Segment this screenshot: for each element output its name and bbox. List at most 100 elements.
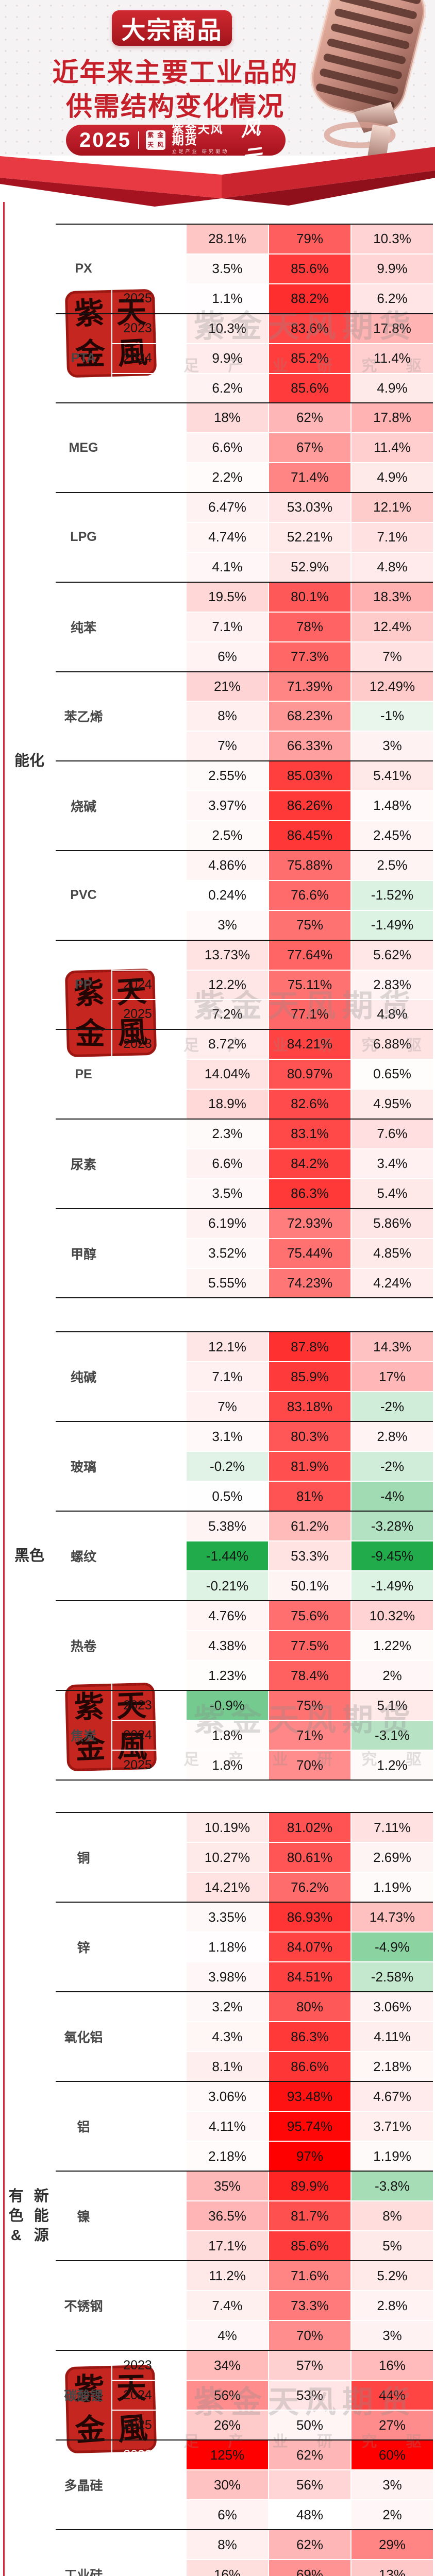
heatmap-cell: 17.1% bbox=[187, 2231, 268, 2261]
heatmap-cell: 81.9% bbox=[269, 1451, 350, 1481]
heatmap-cell: 57% bbox=[269, 2350, 350, 2380]
row-separator-line bbox=[111, 2111, 433, 2112]
year-cell: 2023 bbox=[111, 224, 164, 254]
heatmap-cell: 5.55% bbox=[187, 1268, 268, 1298]
group-separator-line bbox=[56, 1600, 433, 1601]
year-cell: 2023 bbox=[111, 672, 164, 702]
infographic-canvas: 大宗商品 近年来主要工业品的 供需结构变化情况 2025 紫金天风 紫金天风期货… bbox=[0, 0, 435, 2576]
heatmap-cell: -0.2% bbox=[187, 1451, 268, 1481]
year-cell: 2025 bbox=[111, 1392, 164, 1421]
row-separator-line bbox=[111, 1872, 433, 1873]
year-cell: 2023 bbox=[111, 2350, 164, 2380]
product-label-PTA: PTA bbox=[56, 314, 111, 403]
row-separator-line bbox=[111, 2200, 433, 2201]
product-label-热卷: 热卷 bbox=[56, 1601, 111, 1690]
heatmap-cell: 3.98% bbox=[187, 1962, 268, 1992]
heatmap-cell: -2.58% bbox=[352, 1962, 433, 1992]
heatmap-cell: 72.93% bbox=[269, 1209, 350, 1239]
heatmap-cell: 1.23% bbox=[187, 1660, 268, 1690]
row-separator-line bbox=[111, 1660, 433, 1661]
product-label-多晶硅: 多晶硅 bbox=[56, 2440, 111, 2530]
row-separator-line bbox=[111, 910, 433, 911]
heatmap-cell: 4.9% bbox=[352, 463, 433, 493]
grid-vline bbox=[111, 1332, 112, 1780]
row-separator-line bbox=[111, 2410, 433, 2411]
year-cell: 2024 bbox=[111, 1842, 164, 1872]
heatmap-cell: 93.48% bbox=[269, 2081, 350, 2111]
heatmap-cell: 4.86% bbox=[187, 851, 268, 880]
category-label-黑色: 黑色 bbox=[4, 1332, 55, 1780]
row-separator-line bbox=[111, 1750, 433, 1751]
heatmap-cell: 97% bbox=[269, 2141, 350, 2171]
product-label-镍: 镍 bbox=[56, 2171, 111, 2261]
heatmap-cell: 87.8% bbox=[269, 1332, 350, 1362]
year-cell: 2023 bbox=[111, 1511, 164, 1541]
heatmap-cell: 86.3% bbox=[269, 1179, 350, 1209]
heatmap-cell: 3.5% bbox=[187, 1179, 268, 1209]
year-cell: 2023 bbox=[111, 1601, 164, 1631]
heatmap-cell: -2% bbox=[352, 1451, 433, 1481]
heatmap-cell: 62% bbox=[269, 2530, 350, 2560]
title-line-2: 供需结构变化情况 bbox=[31, 90, 320, 124]
group-separator-line bbox=[56, 2081, 433, 2082]
heatmap-cell: -4% bbox=[352, 1481, 433, 1511]
year-cell: 2025 bbox=[111, 1571, 164, 1601]
heatmap-cell: 14.3% bbox=[352, 1332, 433, 1362]
heatmap-cell: 12.1% bbox=[352, 493, 433, 522]
heatmap-cell: 83.18% bbox=[269, 1392, 350, 1421]
row-separator-line bbox=[111, 2499, 433, 2500]
year-cell: 2023 bbox=[111, 582, 164, 612]
heatmap-cell: 3.06% bbox=[187, 2081, 268, 2111]
year-cell: 2024 bbox=[111, 1362, 164, 1392]
heatmap-cell: 6.6% bbox=[187, 1149, 268, 1179]
heatmap-cell: 70% bbox=[269, 2320, 350, 2350]
row-separator-line bbox=[111, 1238, 433, 1239]
year-cell: 2023 bbox=[111, 1812, 164, 1842]
row-separator-line bbox=[111, 1268, 433, 1269]
watermark-brand-text: 紫金天风期货 bbox=[175, 1695, 435, 1740]
year-cell: 2025 bbox=[111, 1179, 164, 1209]
year-cell: 2023 bbox=[111, 1421, 164, 1451]
heatmap-cell: 19.5% bbox=[187, 582, 268, 612]
heatmap-cell: 83.1% bbox=[269, 1119, 350, 1149]
heatmap-cell: 56% bbox=[269, 2470, 350, 2500]
product-label-LPG: LPG bbox=[56, 493, 111, 582]
heatmap-cell: 5.2% bbox=[352, 2261, 433, 2291]
row-separator-line bbox=[111, 1391, 433, 1392]
heatmap-cell: 36.5% bbox=[187, 2201, 268, 2231]
year-cell: 2024 bbox=[111, 1451, 164, 1481]
group-separator-line bbox=[56, 2260, 433, 2261]
year-cell: 2023 bbox=[111, 2171, 164, 2201]
heatmap-cell: 74.23% bbox=[269, 1268, 350, 1298]
heatmap-cell: 7% bbox=[352, 642, 433, 672]
year-cell: 2025 bbox=[111, 1268, 164, 1298]
group-separator-line bbox=[56, 1118, 433, 1120]
row-separator-line bbox=[111, 522, 433, 523]
year-cell: 2025 bbox=[111, 1660, 164, 1690]
group-separator-line bbox=[56, 2529, 433, 2530]
group-separator-line bbox=[56, 2350, 433, 2351]
heatmap-cell: 81.02% bbox=[269, 1812, 350, 1842]
row-separator-line bbox=[111, 432, 433, 433]
row-separator-line bbox=[111, 552, 433, 553]
year-cell: 2024 bbox=[111, 791, 164, 821]
heatmap-cell: 7.6% bbox=[352, 1119, 433, 1149]
year-cell: 2024 bbox=[111, 1541, 164, 1571]
heatmap-cell: -0.21% bbox=[187, 1571, 268, 1601]
heatmap-cell: 75.44% bbox=[269, 1239, 350, 1268]
year-cell: 2023 bbox=[111, 2081, 164, 2111]
heatmap-cell: 3.97% bbox=[187, 791, 268, 821]
product-label-锌: 锌 bbox=[56, 1902, 111, 1992]
heatmap-cell: 67% bbox=[269, 433, 350, 463]
year-cell: 2023 bbox=[111, 2261, 164, 2291]
heatmap-cell: 52.9% bbox=[269, 552, 350, 582]
year-cell: 2024 bbox=[111, 2291, 164, 2320]
heatmap-cell: 66.33% bbox=[269, 731, 350, 761]
heatmap-cell: 78% bbox=[269, 612, 350, 642]
heatmap-cell: 10.27% bbox=[187, 1842, 268, 1872]
heatmap-cell: 2.5% bbox=[187, 821, 268, 851]
group-separator-line bbox=[56, 1902, 433, 1903]
heatmap-cell: 1.19% bbox=[352, 1872, 433, 1902]
category-label-有色&新能源: 有色& 新能源 bbox=[4, 1812, 55, 2576]
product-label-PE: PE bbox=[56, 1029, 111, 1119]
